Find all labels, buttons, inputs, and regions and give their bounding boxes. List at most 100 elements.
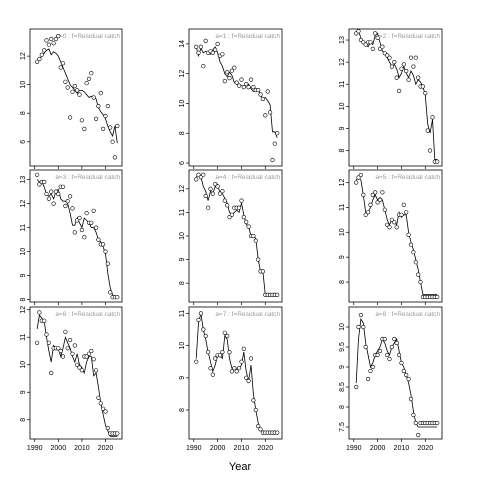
x-axis-label: Year [229,461,252,473]
observation-point [100,406,106,411]
observation-point [208,186,213,191]
observation-point [89,348,94,354]
panel-label: a=6 : f=Residual catch [55,311,120,318]
observation-point [408,242,414,247]
observation-point [244,219,249,224]
x-tick-label: 2010 [234,445,250,452]
observation-point [46,196,52,201]
observation-point [406,232,411,237]
observation-point [354,180,359,185]
x-tick-label: 1990 [186,445,202,452]
observation-point [380,190,385,195]
y-tick-label: 9 [20,390,27,394]
plot-area: a=0 : f=Residual catch [34,33,120,160]
observation-point [382,336,387,342]
panel-frame [188,169,283,303]
observation-point [86,351,92,356]
observation-point [394,225,399,230]
observation-point [394,340,399,346]
observation-point [392,336,397,342]
y-tick-label: 11 [179,310,186,317]
observation-point [251,398,256,403]
x-tick-label: 2000 [370,445,386,452]
observation-point [237,205,242,210]
observation-point [244,375,249,380]
fitted-line [36,48,118,144]
observation-point [237,83,242,88]
x-tick-label: 2020 [98,445,114,452]
observation-point [270,157,275,163]
plot-area: a=3 : f=Residual catch [34,172,120,300]
observation-point [103,409,108,414]
observation-point [394,75,399,80]
observation-point [75,362,80,367]
observation-point [404,372,409,378]
panel-7: 8 9 10 11 12 a=5 : f=Residual catch [339,169,443,305]
observation-point [408,55,414,60]
observation-point [363,344,368,350]
observation-point [411,64,416,69]
y-tick-label: 10 [20,361,27,369]
observation-point [213,356,218,361]
panel-label: a=0 : f=Residual catch [55,33,120,40]
observation-point [256,257,261,262]
observation-point [194,44,199,50]
observation-point [53,189,59,194]
observation-point [203,193,208,198]
observation-point [115,123,120,129]
observation-point [67,194,73,199]
observation-point [210,372,215,377]
y-tick-label: 8 [179,281,186,285]
observation-point [93,116,99,121]
observation-point [79,118,84,123]
observation-point [387,55,392,60]
observation-point [363,212,368,217]
observation-point [380,44,385,49]
y-tick-label: 11 [20,224,27,231]
y-tick-label: 9 [339,365,346,369]
observation-point [46,42,52,47]
y-tick-label: 10 [339,102,346,110]
observation-point [253,407,258,413]
y-tick-label: 9 [179,258,186,262]
observation-point [418,280,423,285]
observation-point [196,50,201,55]
panel-label: a=5 : f=Residual catch [375,174,440,181]
observation-point [220,52,225,57]
y-tick-label: 10 [20,81,27,89]
observation-point [72,343,77,348]
plot-area: a=1 : f=Residual catch [194,33,280,163]
observation-point [241,215,246,220]
observation-point [256,424,261,429]
observation-point [215,184,220,189]
observation-point [42,179,47,185]
observation-point [237,366,242,371]
observation-point [37,182,42,187]
observation-point [377,197,383,202]
observation-point [70,89,75,94]
observation-point [65,346,70,351]
y-tick-label: 8 [339,148,346,152]
observation-point [370,364,375,370]
fitted-line [195,174,278,296]
observation-point [232,366,237,371]
observation-point [196,172,201,177]
observation-point [77,365,82,370]
panel-6: 8 9 10 11 12 13 a=2 : f=Residual catch [339,28,443,169]
observation-point [70,206,75,211]
observation-point [416,432,421,438]
observation-point [217,191,223,196]
observation-point [58,65,63,70]
observation-point [423,90,428,96]
observation-point [217,353,223,358]
observation-point [112,155,117,160]
y-tick-label: 11 [20,334,27,341]
observation-point [213,47,218,52]
y-tick-label: 8 [179,408,186,412]
y-tick-label: 8 [339,405,346,409]
observation-point [232,65,237,70]
observation-point [84,211,89,216]
observation-point [435,420,440,426]
observation-point [53,36,59,42]
observation-point [399,66,404,71]
